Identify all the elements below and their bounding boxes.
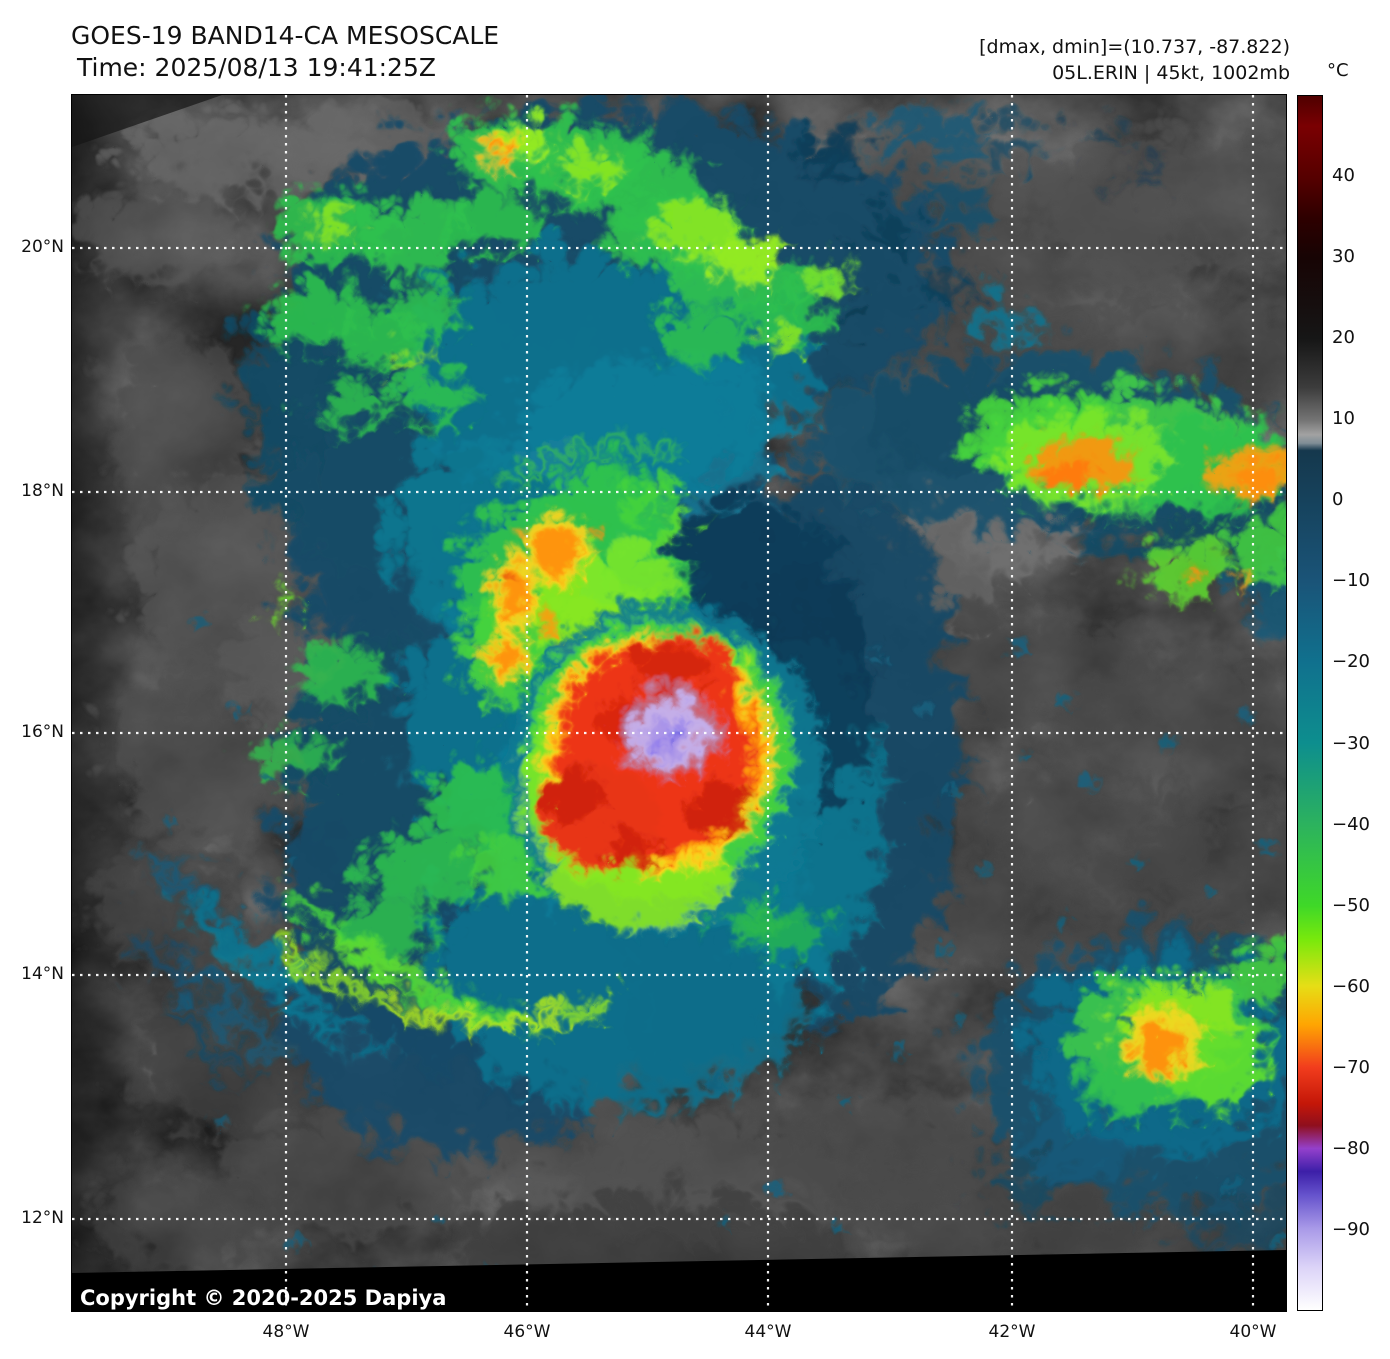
colorbar-tick-label: 0 [1332, 489, 1344, 510]
data-edge-wedge-1 [72, 95, 222, 147]
colorbar-tick-label: −10 [1332, 570, 1370, 591]
graticule [72, 95, 1286, 1311]
copyright-text: Copyright © 2020-2025 Dapiya [80, 1286, 447, 1310]
lon-tick-label: 44°W [744, 1322, 792, 1342]
colorbar-unit-label: °C [1327, 60, 1349, 81]
colorbar-tick-label: 10 [1332, 408, 1355, 429]
satellite-imagery [72, 95, 1286, 1311]
lat-tick-label: 16°N [21, 722, 64, 742]
lat-tick-label: 18°N [21, 481, 64, 501]
eye-core [497, 595, 817, 925]
colorbar-tick-label: −80 [1332, 1138, 1370, 1159]
colorbar-tick-label: −40 [1332, 814, 1370, 835]
colorbar-tick-label: −20 [1332, 651, 1370, 672]
satellite-map [71, 94, 1287, 1312]
lon-tick-label: 42°W [988, 1322, 1036, 1342]
colorbar-tick-label: −90 [1332, 1219, 1370, 1240]
colorbar-tick-label: −30 [1332, 733, 1370, 754]
lon-tick-label: 48°W [262, 1322, 310, 1342]
warm-spots [478, 429, 1286, 1073]
dmax-dmin-readout: [dmax, dmin]=(10.737, -87.822) [979, 36, 1290, 58]
temperature-colorbar [1297, 95, 1323, 1311]
greens [238, 102, 1286, 1105]
lon-tick-label: 40°W [1229, 1322, 1277, 1342]
product-title: GOES-19 BAND14-CA MESOSCALE [71, 21, 500, 50]
colorbar-tick-label: 40 [1332, 165, 1355, 186]
storm-id-intensity: 05L.ERIN | 45kt, 1002mb [1052, 62, 1290, 84]
lat-tick-label: 20°N [21, 237, 64, 257]
lon-tick-label: 46°W [503, 1322, 551, 1342]
copyright-band-rect [72, 1283, 1286, 1311]
colorbar-tick-label: 30 [1332, 246, 1355, 267]
colorbar-tick-label: −60 [1332, 976, 1370, 997]
colorbar-tick-label: −50 [1332, 895, 1370, 916]
product-timestamp: Time: 2025/08/13 19:41:25Z [77, 53, 436, 82]
colorbar-tick-label: 20 [1332, 327, 1355, 348]
storm-info: [dmax, dmin]=(10.737, -87.822) 05L.ERIN |… [979, 34, 1290, 86]
lat-tick-label: 12°N [21, 1208, 64, 1228]
colorbar-tick-label: −70 [1332, 1057, 1370, 1078]
lat-tick-label: 14°N [21, 964, 64, 984]
